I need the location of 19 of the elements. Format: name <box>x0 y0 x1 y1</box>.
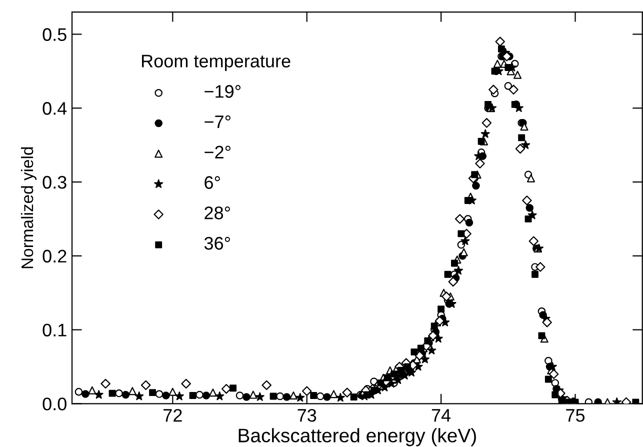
x-tick-label: 73 <box>298 408 316 422</box>
y-tick-label: 0.1 <box>42 324 66 336</box>
y-tick-label: 0.5 <box>42 28 66 41</box>
y-tick-label: 0.3 <box>42 176 66 189</box>
legend-title: Room temperature <box>142 54 290 72</box>
legend-label: 6° <box>204 176 220 189</box>
legend-label: −19° <box>204 85 240 98</box>
x-tick-label: 74 <box>432 409 451 422</box>
legend-label: 36° <box>204 236 230 250</box>
y-axis-title: Normalized yield <box>20 147 36 268</box>
x-tick-label: 72 <box>164 408 182 422</box>
legend-label: −2° <box>204 146 230 158</box>
x-axis-title: Backscattered energy (keV) <box>238 428 476 446</box>
legend-label: −7° <box>204 115 230 128</box>
legend-label: 28° <box>204 206 230 220</box>
y-tick-label: 0.2 <box>42 250 66 263</box>
y-tick-label: 0.4 <box>42 102 67 115</box>
y-tick-label: 0.0 <box>42 398 66 410</box>
x-tick-label: 75 <box>566 409 585 422</box>
